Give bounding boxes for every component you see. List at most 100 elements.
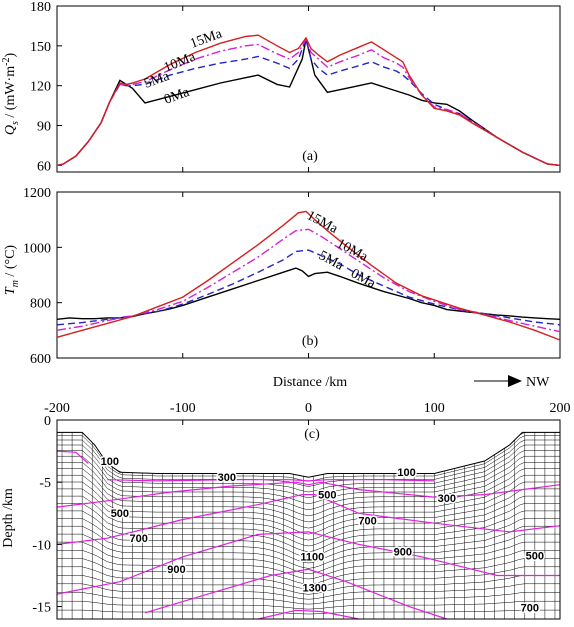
panel-a-ylabel-sub: s (10, 121, 21, 125)
panel-b-ylabel-unit: / (°C) (3, 245, 18, 280)
panel-c-isotherm (56, 450, 89, 464)
panel-c-isotherms (56, 450, 561, 620)
panel-c-contour-label: 300 (218, 472, 236, 484)
panel-a-y-ticks: 60 90 120 150 180 (30, 0, 561, 174)
panel-b-series-0ma (56, 267, 561, 320)
panel-a-series-5ma (56, 36, 561, 167)
panel-c-ytick-label: -5 (39, 476, 51, 491)
panel-a-series-0ma (56, 39, 561, 167)
panel-c-contour-label: 300 (438, 493, 456, 505)
panel-c-ytick-label: -10 (32, 538, 51, 553)
panel-a-ylabel-exp: -2 (1, 58, 12, 66)
panel-c-isotherm (144, 568, 447, 620)
panel-c-contour-labels: 100 300 100 500 300 500 700 700 900 500 900 1100 130… (99, 454, 545, 616)
panel-c-mesh-layer (57, 488, 560, 535)
panel-b-y-ticks: 600 800 1000 1200 (23, 186, 561, 367)
panel-c-y-ticks: 0 -5 -10 -15 (32, 414, 62, 616)
panel-c-mesh-layer (57, 600, 560, 610)
panel-c-contour-label: 900 (167, 564, 185, 576)
panel-b-ytick-label: 1200 (23, 186, 51, 201)
panel-c-contour-label: 1300 (303, 583, 327, 595)
panel-c-xtick-label: 200 (550, 401, 571, 416)
panel-c-xtick-label: -200 (44, 401, 70, 416)
panel-b-ytick-label: 1000 (23, 241, 51, 256)
panel-c-isotherm (258, 609, 359, 620)
panel-c-surface (57, 431, 560, 478)
panel-a-ylabel-unit: / (mW·m (3, 66, 18, 121)
panel-c-contour-section: -200 -100 0 100 200 0 -5 -10 -15 100 300 100 500 30… (1, 401, 571, 620)
panel-c-contour-label: 700 (521, 603, 539, 615)
panel-c-ytick-label: -15 (32, 601, 51, 616)
panel-c-mesh-layer (57, 566, 560, 590)
panel-a-ylabel-main: Q (3, 125, 18, 135)
panel-b-series-5ma (56, 249, 561, 326)
panel-c-mesh-layer (57, 583, 560, 600)
panel-c-contour-label: 100 (101, 456, 119, 468)
panel-c-mesh-layer (57, 575, 560, 595)
panel-a-label: (a) (302, 149, 318, 164)
panel-a-series-15ma (56, 34, 561, 167)
panel-b-series (56, 210, 561, 341)
panel-c-mesh-layer (57, 450, 560, 499)
panel-c-isotherm (56, 494, 561, 545)
panel-b-series-15ma (56, 210, 561, 341)
panel-b-ytick-label: 800 (30, 297, 51, 312)
panel-b-ylabel-main: T (3, 286, 18, 295)
panel-c-mesh-layer (57, 481, 560, 529)
panel-c-mesh-layer (57, 503, 560, 547)
panel-c-mesh-layer (57, 468, 560, 517)
panel-a-ylabel-close: ) (3, 53, 18, 58)
panel-c-contour-label: 500 (111, 508, 129, 520)
panel-b-annotation-15ma: 15Ma (304, 208, 341, 237)
panel-b-ylabel: Tm / (°C) (3, 245, 21, 296)
panel-c-mesh-layer (57, 495, 560, 541)
panel-c-mesh-layer (57, 558, 560, 585)
direction-label: NW (526, 375, 550, 390)
panel-c-contour-label: 900 (394, 547, 412, 559)
panel-c-isotherm (56, 531, 560, 595)
panel-a-series-10ma (56, 37, 561, 167)
panel-c-mesh-layer (57, 474, 560, 523)
panel-c-ylabel: Depth /km (1, 488, 16, 548)
panel-c-xtick-label: 0 (305, 401, 312, 416)
panel-b-ylabel-sub: m (10, 280, 21, 287)
panel-c-mesh-layer (57, 510, 560, 553)
panel-a-series (56, 34, 561, 167)
panel-a-ylabel: Qs / (mW·m-2) (1, 53, 21, 136)
panel-c-contour-label: 500 (318, 489, 336, 501)
panel-a-ytick-label: 150 (30, 40, 51, 55)
panel-c-contour-label: 500 (526, 550, 544, 562)
panel-c-contour-label: 1100 (300, 552, 324, 564)
panel-c-contour-label: 100 (397, 467, 415, 479)
panel-c-mesh-layer (57, 439, 560, 487)
panel-c-mesh-layer (57, 541, 560, 575)
panel-a-annotation-0ma: 0Ma (162, 85, 192, 108)
panel-c-mesh-layer (57, 518, 560, 558)
panel-a-ytick-label: 90 (37, 120, 51, 135)
panel-c-isotherm (107, 479, 435, 482)
panel-c-mesh-layer (57, 455, 560, 504)
direction-arrow-icon (508, 375, 522, 387)
panel-c-contour-label: 700 (130, 533, 148, 545)
panel-c-mesh-layer (57, 609, 560, 615)
panel-b-xlabel: Distance /km (273, 375, 347, 390)
panel-a-ytick-label: 180 (30, 0, 51, 15)
panel-c-xtick-label: -100 (170, 401, 196, 416)
panel-a-ytick-label: 60 (37, 159, 51, 174)
panel-c-mesh-layer (57, 592, 560, 605)
panel-c-isotherm (56, 481, 561, 508)
panel-c-label: (c) (304, 427, 320, 442)
panel-b-ytick-label: 600 (30, 352, 51, 367)
panel-c-x-ticks: -200 -100 0 100 200 (44, 401, 571, 425)
panel-c-contour-label: 700 (358, 515, 376, 527)
panel-a-ytick-label: 120 (30, 80, 51, 95)
panel-c-mesh-layer (57, 525, 560, 564)
panel-c-xtick-label: 100 (424, 401, 445, 416)
panel-c-ytick-label: 0 (44, 414, 51, 429)
panel-c-mesh-layer (57, 533, 560, 569)
panel-c-mesh-layer (57, 550, 560, 580)
